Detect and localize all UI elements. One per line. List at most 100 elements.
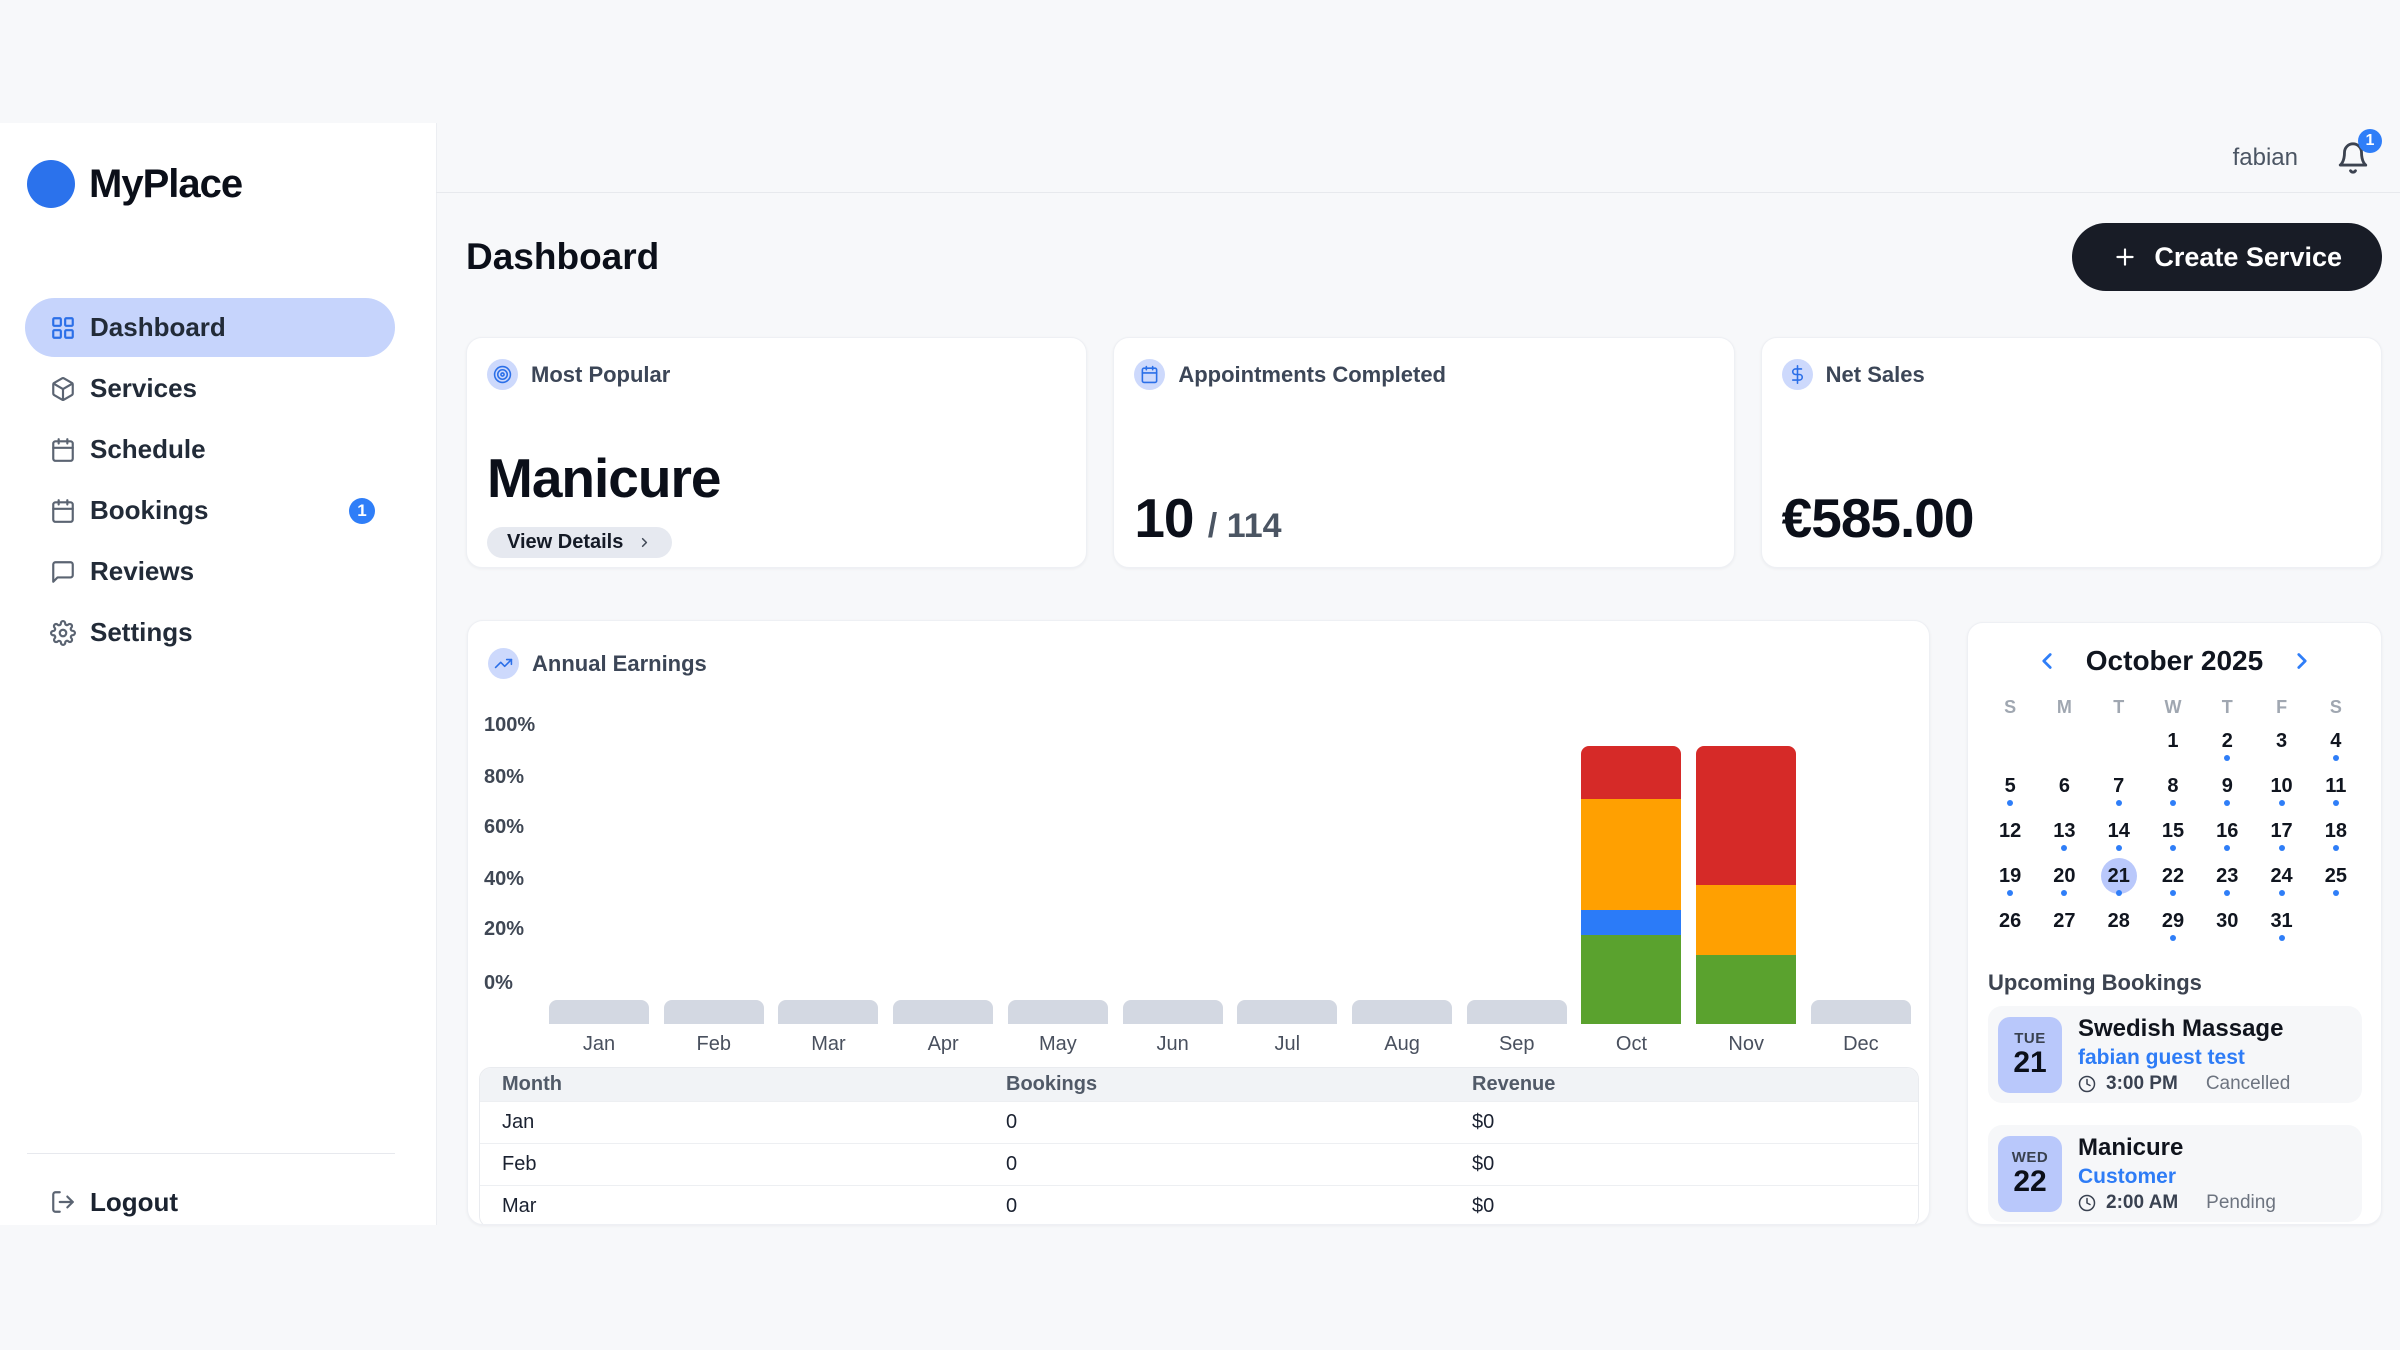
- main-content: Dashboard Create Service Most Popular Ma…: [436, 193, 2400, 1225]
- chevron-right-icon: [637, 535, 652, 550]
- booking-customer-link[interactable]: fabian guest test: [2078, 1045, 2245, 1069]
- booking-dot: [2278, 800, 2285, 806]
- booking-dot: [2007, 890, 2014, 896]
- calendar-day-24[interactable]: 24: [2254, 858, 2308, 903]
- calendar-day-2[interactable]: 2: [2200, 723, 2254, 768]
- booking-dot: [2115, 800, 2122, 806]
- x-tick-label: Mar: [811, 1033, 846, 1055]
- booking-dot: [2115, 845, 2122, 851]
- calendar-day-11[interactable]: 11: [2309, 768, 2363, 813]
- x-tick-label: Aug: [1384, 1033, 1420, 1055]
- stat-label: Appointments Completed: [1178, 361, 1446, 387]
- calendar-day-6[interactable]: 6: [2037, 768, 2091, 813]
- sidebar-item-settings[interactable]: Settings: [25, 603, 395, 662]
- stat-card-most-popular: Most Popular Manicure View Details: [466, 337, 1088, 568]
- calendar-day-8[interactable]: 8: [2146, 768, 2200, 813]
- plus-icon: [2112, 244, 2138, 270]
- x-tick-label: May: [1038, 1033, 1077, 1055]
- month-table: Month Bookings Revenue Jan 0 $0 Feb 0 $0 Mar 0 $0: [479, 1067, 1919, 1224]
- table-cell: Jan: [502, 1111, 535, 1133]
- bar-may: [1007, 1000, 1108, 1024]
- bar-jun: [1122, 1000, 1223, 1024]
- booking-service: Swedish Massage: [2078, 1014, 2284, 1042]
- day-number: [2101, 723, 2137, 759]
- sidebar-item-bookings[interactable]: Bookings 1: [25, 481, 395, 540]
- calendar-next-button[interactable]: [2289, 648, 2315, 674]
- calendar-day-27[interactable]: 27: [2037, 903, 2091, 948]
- bar-mar: [778, 1000, 879, 1024]
- calendar-day-empty: [2092, 723, 2146, 768]
- calendar-day-14[interactable]: 14: [2092, 813, 2146, 858]
- brand-logo-icon: [27, 160, 75, 208]
- day-number: 21: [2100, 858, 2137, 894]
- calendar-day-19[interactable]: 19: [1983, 858, 2037, 903]
- day-number: 24: [2270, 864, 2293, 887]
- booking-card[interactable]: WED 22 Manicure Customer 2:00 AM Pending: [1988, 1125, 2362, 1222]
- calendar-day-26[interactable]: 26: [1983, 903, 2037, 948]
- y-tick-label: 100%: [484, 714, 536, 736]
- view-details-button[interactable]: View Details: [487, 527, 673, 558]
- logout-button[interactable]: Logout: [25, 1176, 420, 1228]
- stat-card-net-sales: Net Sales €585.00: [1760, 337, 2382, 568]
- calendar-day-21[interactable]: 21: [2092, 858, 2146, 903]
- calendar-prev-button[interactable]: [2034, 648, 2060, 674]
- y-tick-label: 60%: [484, 816, 525, 838]
- table-cell: 0: [1006, 1111, 1018, 1133]
- table-cell: $0: [1472, 1153, 1495, 1175]
- calendar-day-9[interactable]: 9: [2200, 768, 2254, 813]
- calendar-day-31[interactable]: 31: [2254, 903, 2308, 948]
- booking-day-abbr: TUE: [2014, 1030, 2046, 1048]
- x-tick-label: Sep: [1498, 1033, 1535, 1055]
- day-number: [2318, 903, 2354, 939]
- stat-cards: Most Popular Manicure View Details Appoi…: [466, 337, 2382, 568]
- create-service-button[interactable]: Create Service: [2072, 223, 2382, 291]
- calendar-day-1[interactable]: 1: [2146, 723, 2200, 768]
- booking-dot: [2169, 845, 2176, 851]
- chart-x-axis: Jan Feb Mar Apr May Jun Jul Aug Sep Oct Nov Dec: [549, 1033, 1911, 1056]
- calendar-day-7[interactable]: 7: [2092, 768, 2146, 813]
- calendar-day-5[interactable]: 5: [1983, 768, 2037, 813]
- calendar-day-4[interactable]: 4: [2309, 723, 2363, 768]
- y-tick-label: 0%: [484, 972, 513, 994]
- day-number: 17: [2270, 819, 2293, 842]
- sidebar-item-label: Schedule: [90, 434, 206, 464]
- bar-dec: [1810, 1000, 1911, 1024]
- calendar-icon: [50, 498, 76, 524]
- sidebar-item-reviews[interactable]: Reviews: [25, 542, 395, 601]
- sidebar-item-label: Dashboard: [90, 312, 226, 342]
- calendar-month-title: October 2025: [2085, 645, 2264, 676]
- logout-icon: [50, 1189, 76, 1215]
- sidebar-item-services[interactable]: Services: [25, 359, 395, 418]
- segment-orange: [1696, 885, 1797, 955]
- booking-dot: [2278, 935, 2285, 941]
- trending-up-icon: [488, 648, 519, 679]
- calendar-day-29[interactable]: 29: [2146, 903, 2200, 948]
- calendar-day-3[interactable]: 3: [2254, 723, 2308, 768]
- calendar-day-30[interactable]: 30: [2200, 903, 2254, 948]
- day-number: 15: [2161, 819, 2185, 842]
- calendar-day-17[interactable]: 17: [2254, 813, 2308, 858]
- day-number: 31: [2270, 909, 2293, 932]
- calendar-day-20[interactable]: 20: [2037, 858, 2091, 903]
- calendar-day-18[interactable]: 18: [2309, 813, 2363, 858]
- calendar-day-28[interactable]: 28: [2092, 903, 2146, 948]
- booking-card[interactable]: TUE 21 Swedish Massage fabian guest test 3:0…: [1988, 1006, 2362, 1103]
- booking-customer-link[interactable]: Customer: [2078, 1164, 2177, 1188]
- notifications-button[interactable]: 1: [2336, 128, 2382, 175]
- day-number: 4: [2330, 729, 2342, 752]
- day-number: 28: [2107, 909, 2130, 932]
- calendar-day-23[interactable]: 23: [2200, 858, 2254, 903]
- calendar-day-22[interactable]: 22: [2146, 858, 2200, 903]
- calendar-day-16[interactable]: 16: [2200, 813, 2254, 858]
- calendar-day-15[interactable]: 15: [2146, 813, 2200, 858]
- calendar-day-12[interactable]: 12: [1983, 813, 2037, 858]
- calendar-day-13[interactable]: 13: [2037, 813, 2091, 858]
- brand: MyPlace: [27, 159, 243, 209]
- calendar-day-25[interactable]: 25: [2309, 858, 2363, 903]
- sidebar-item-schedule[interactable]: Schedule: [25, 420, 395, 479]
- calendar-day-10[interactable]: 10: [2254, 768, 2308, 813]
- booking-dot: [2224, 800, 2231, 806]
- sidebar-item-dashboard[interactable]: Dashboard: [25, 298, 395, 357]
- bar-jan: [549, 1000, 649, 1024]
